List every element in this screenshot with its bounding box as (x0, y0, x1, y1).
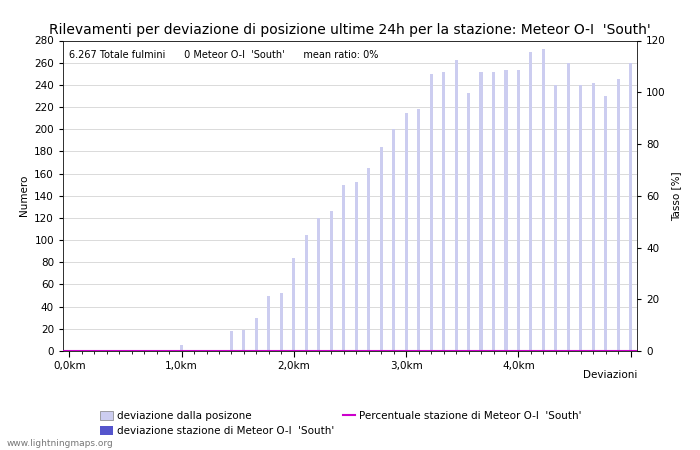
Bar (580, 85, 582, 351)
Bar (442, 72, 445, 351)
Bar (304, 234, 308, 351)
Bar (480, 72, 482, 351)
Legend: deviazione dalla posizone, deviazione stazione di Meteor O-I  'South', Percentua: deviazione dalla posizone, deviazione st… (96, 407, 586, 440)
Text: 6.267 Totale fulmini      0 Meteor O-I  'South'      mean ratio: 0%: 6.267 Totale fulmini 0 Meteor O-I 'South… (69, 50, 378, 60)
Bar (293, 258, 295, 351)
Text: www.lightningmaps.org: www.lightningmaps.org (7, 439, 113, 448)
Bar (379, 147, 383, 351)
Bar (629, 63, 632, 351)
Bar (604, 96, 608, 351)
Bar (280, 293, 283, 351)
Bar (454, 60, 458, 351)
Bar (592, 83, 595, 351)
Bar (118, 350, 120, 351)
Bar (230, 331, 233, 351)
Title: Rilevamenti per deviazione di posizione ultime 24h per la stazione: Meteor O-I  : Rilevamenti per deviazione di posizione … (49, 22, 651, 36)
Bar (617, 79, 620, 351)
Bar (542, 50, 545, 351)
Text: Deviazioni: Deviazioni (582, 369, 637, 380)
Bar (255, 318, 258, 351)
Bar (430, 74, 433, 351)
Bar (529, 52, 533, 351)
Bar (417, 109, 420, 351)
Bar (517, 71, 520, 351)
Bar (467, 93, 470, 351)
Bar (405, 112, 407, 351)
Bar (368, 168, 370, 351)
Bar (567, 63, 570, 351)
Bar (392, 129, 396, 351)
Bar (554, 85, 557, 351)
Bar (492, 72, 495, 351)
Y-axis label: Tasso [%]: Tasso [%] (671, 171, 681, 220)
Bar (317, 218, 321, 351)
Bar (330, 212, 332, 351)
Bar (242, 330, 246, 351)
Y-axis label: Numero: Numero (19, 175, 29, 216)
Bar (505, 71, 508, 351)
Bar (180, 346, 183, 351)
Bar (342, 184, 345, 351)
Bar (355, 182, 358, 351)
Bar (267, 296, 270, 351)
